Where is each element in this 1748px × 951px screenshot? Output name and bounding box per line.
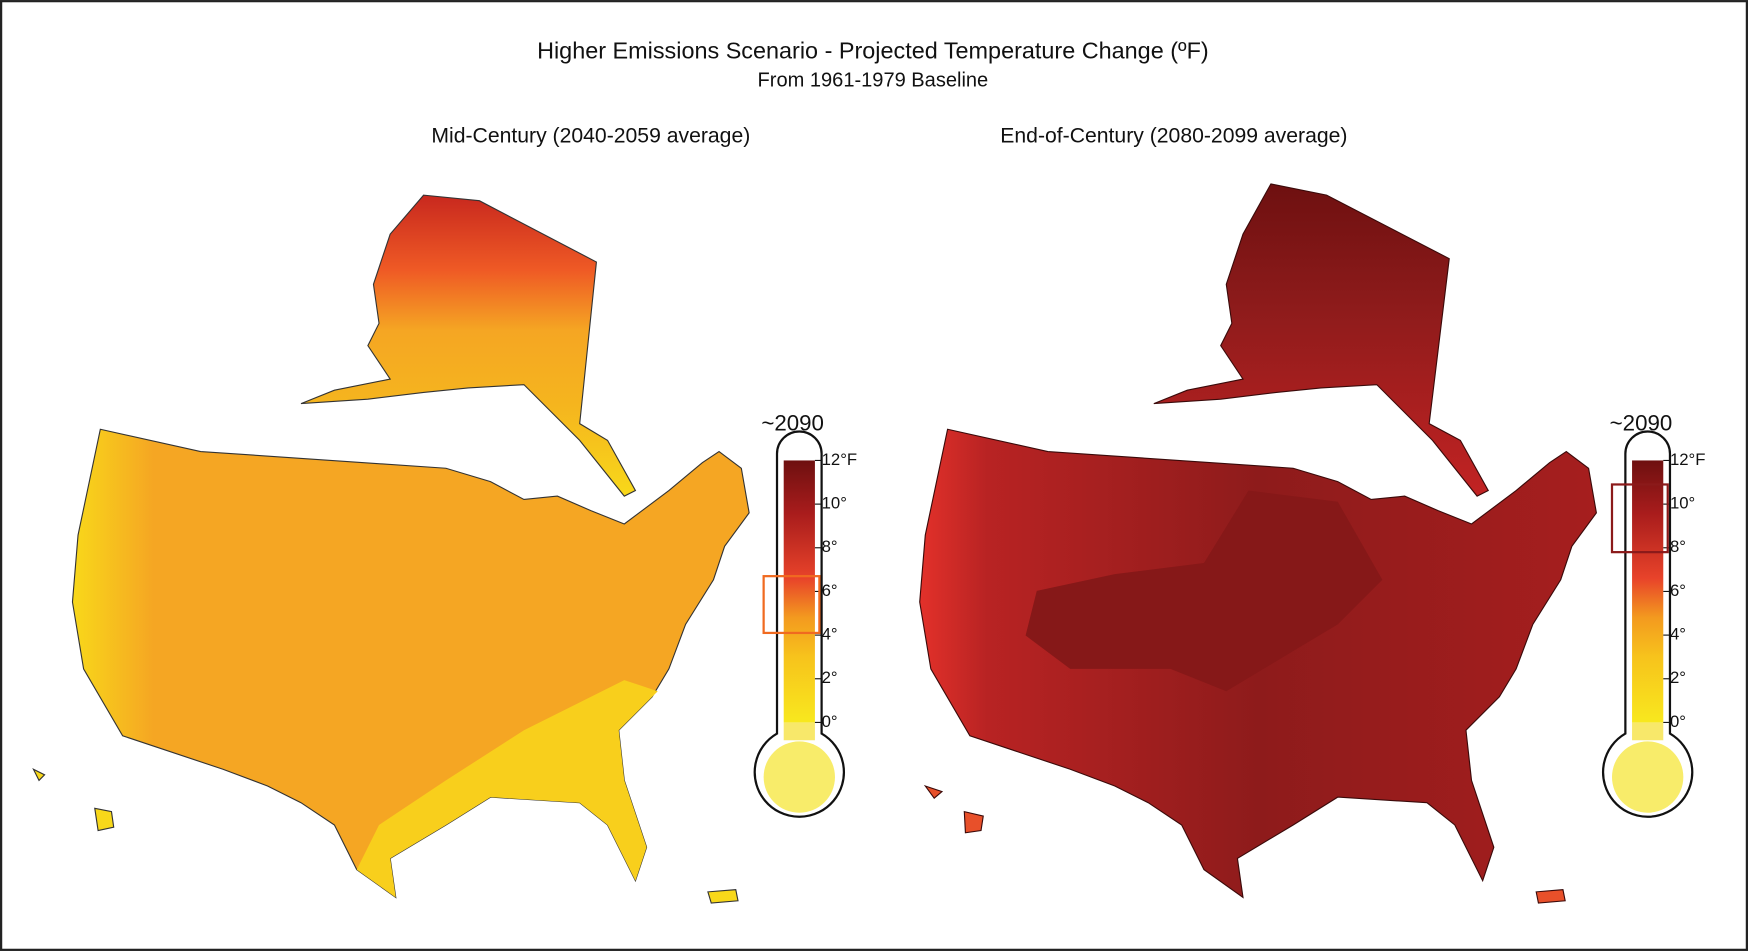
tick-label: 10° <box>822 494 847 513</box>
tick-label: 8° <box>1670 537 1686 556</box>
panel-title: Mid-Century (2040-2059 average) <box>431 125 750 148</box>
bulb-neck <box>1632 722 1664 741</box>
bulb <box>763 741 835 813</box>
tick-label: 6° <box>1670 581 1686 600</box>
subtitle: From 1961-1979 Baseline <box>758 70 989 92</box>
tick-label: 2° <box>1670 668 1686 687</box>
central-zone <box>1025 490 1383 692</box>
southeast-zone <box>356 680 658 898</box>
color-scale <box>1632 460 1664 723</box>
tick-label: 10° <box>1670 494 1695 513</box>
alaska <box>1153 183 1490 497</box>
title: Higher Emissions Scenario - Projected Te… <box>537 38 1209 64</box>
color-scale <box>783 460 815 723</box>
alaska <box>300 194 637 497</box>
tick-label: 0° <box>822 712 838 731</box>
tick-label: 12°F <box>1670 450 1706 469</box>
tick-label: 6° <box>822 581 838 600</box>
range-highlight <box>762 575 821 635</box>
range-highlight <box>1610 483 1669 554</box>
tick-label: 2° <box>822 668 838 687</box>
bulb-neck <box>783 722 815 741</box>
hawaii <box>32 768 115 832</box>
tick-label: 12°F <box>822 450 858 469</box>
panel-title: End-of-Century (2080-2099 average) <box>1000 125 1347 148</box>
tick-label: 4° <box>1670 625 1686 644</box>
puerto-rico <box>707 889 739 904</box>
hawaii <box>923 784 984 834</box>
map-end-century <box>919 183 1597 904</box>
puerto-rico <box>1535 889 1566 904</box>
tick-label: 0° <box>1670 712 1686 731</box>
map-mid-century <box>32 194 750 904</box>
tick-label: 8° <box>822 537 838 556</box>
bulb <box>1611 741 1684 813</box>
tick-label: 4° <box>822 625 838 644</box>
